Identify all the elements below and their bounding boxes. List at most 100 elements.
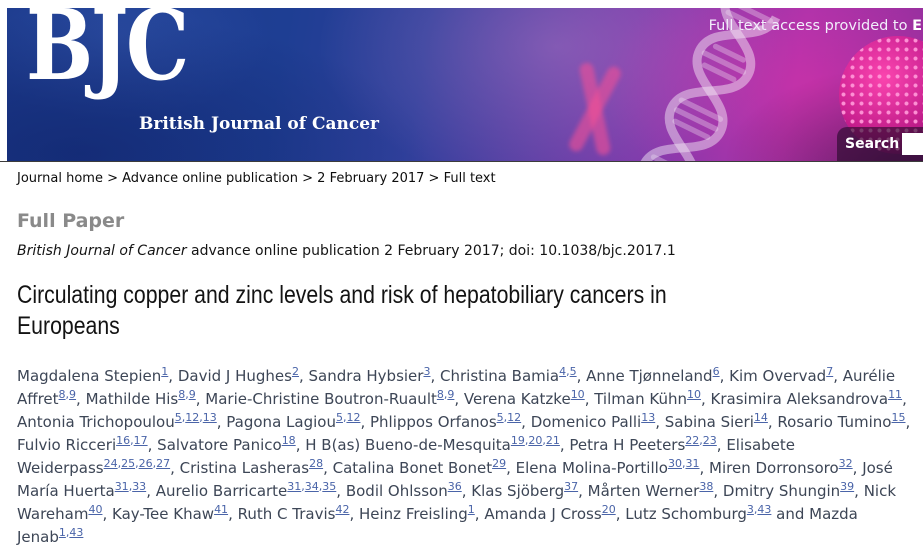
affiliation-link[interactable]: 29 [492,457,507,470]
author-name: Fulvio Ricceri [17,436,117,454]
author-name: Miren Dorronsoro [709,459,839,477]
affiliation-superscripts: 1,43 [58,526,84,539]
affiliation-link[interactable]: 1 [58,526,66,539]
affiliation-link[interactable]: 23 [702,434,717,447]
affiliation-link[interactable]: 5 [174,411,182,424]
breadcrumb-item[interactable]: 2 February 2017 [317,171,425,186]
affiliation-link[interactable]: 27 [156,457,171,470]
affiliation-link[interactable]: 15 [891,411,906,424]
search-panel: Search [837,127,923,161]
affiliation-link[interactable]: 20 [601,503,616,516]
author-name: Kay-Tee Khaw [112,505,215,523]
affiliation-link[interactable]: 25 [121,457,136,470]
affiliation-link[interactable]: 31 [685,457,700,470]
affiliation-link[interactable]: 5 [496,411,504,424]
affiliation-superscripts: 10 [571,388,585,401]
affiliation-link[interactable]: 8 [178,388,186,401]
affiliation-link[interactable]: 41 [214,503,229,516]
affiliation-link[interactable]: 7 [826,365,834,378]
affiliation-link[interactable]: 30 [667,457,682,470]
affiliation-link[interactable]: 13 [641,411,656,424]
breadcrumb-separator: > [102,171,123,186]
affiliation-link[interactable]: 12 [346,411,361,424]
affiliation-superscripts: 20 [602,503,616,516]
breadcrumb-item[interactable]: Journal home [17,171,103,186]
affiliation-link[interactable]: 43 [69,526,84,539]
affiliation-superscripts: 4,5 [559,365,577,378]
breadcrumb-separator: > [424,171,444,186]
affiliation-link[interactable]: 5 [335,411,343,424]
affiliation-link[interactable]: 10 [570,388,585,401]
affiliation-link[interactable]: 3 [746,503,754,516]
author-name: Phlippos Orfanos [370,413,497,431]
author-name: Nick Wareham [17,482,897,523]
affiliation-superscripts: 18 [282,434,296,447]
affiliation-link[interactable]: 2 [291,365,299,378]
author-name: Amanda J Cross [484,505,602,523]
search-input[interactable] [902,133,923,155]
affiliation-superscripts: 7 [826,365,833,378]
affiliation-link[interactable]: 43 [757,503,772,516]
affiliation-link[interactable]: 42 [335,503,350,516]
affiliation-link[interactable]: 8 [436,388,444,401]
affiliation-link[interactable]: 14 [753,411,768,424]
affiliation-link[interactable]: 37 [564,480,579,493]
affiliation-link[interactable]: 12 [185,411,200,424]
affiliation-link[interactable]: 24 [103,457,118,470]
affiliation-link[interactable]: 5 [569,365,577,378]
citation-line: British Journal of Cancer advance online… [17,242,923,260]
dna-helix-icon [639,8,781,161]
affiliation-superscripts: 6 [713,365,720,378]
affiliation-superscripts: 24,25,26,27 [103,457,171,470]
author-name: Tilman Kühn [594,390,687,408]
affiliation-link[interactable]: 34 [304,480,319,493]
affiliation-link[interactable]: 20 [528,434,543,447]
affiliation-superscripts: 13 [641,411,655,424]
affiliation-superscripts: 3,43 [746,503,772,516]
affiliation-link[interactable]: 40 [88,503,103,516]
affiliation-link[interactable]: 4 [559,365,567,378]
author-name: Salvatore Panico [157,436,282,454]
affiliation-link[interactable]: 3 [423,365,431,378]
affiliation-link[interactable]: 18 [281,434,296,447]
affiliation-link[interactable]: 31 [287,480,302,493]
affiliation-link[interactable]: 28 [309,457,324,470]
affiliation-link[interactable]: 21 [545,434,560,447]
affiliation-link[interactable]: 32 [838,457,853,470]
affiliation-link[interactable]: 9 [447,388,455,401]
bjc-logo[interactable]: BJC British Journal of Cancer [26,8,426,146]
affiliation-superscripts: 37 [564,480,578,493]
breadcrumb-item[interactable]: Advance online publication [122,171,298,186]
affiliation-link[interactable]: 13 [202,411,217,424]
affiliation-superscripts: 38 [699,480,713,493]
chromosome-icon [569,62,621,156]
affiliation-link[interactable]: 12 [507,411,522,424]
affiliation-superscripts: 41 [214,503,228,516]
affiliation-link[interactable]: 8 [58,388,66,401]
affiliation-link[interactable]: 11 [888,388,903,401]
affiliation-link[interactable]: 26 [138,457,153,470]
affiliation-link[interactable]: 33 [132,480,147,493]
affiliation-link[interactable]: 10 [686,388,701,401]
affiliation-link[interactable]: 36 [447,480,462,493]
affiliation-superscripts: 1 [161,365,168,378]
affiliation-link[interactable]: 9 [188,388,196,401]
affiliation-link[interactable]: 31 [114,480,129,493]
affiliation-link[interactable]: 6 [712,365,720,378]
affiliation-link[interactable]: 19 [510,434,525,447]
affiliation-superscripts: 14 [754,411,768,424]
affiliation-link[interactable]: 1 [467,503,475,516]
affiliation-link[interactable]: 17 [133,434,148,447]
affiliation-link[interactable]: 39 [840,480,855,493]
affiliation-link[interactable]: 22 [685,434,700,447]
affiliation-link[interactable]: 1 [161,365,169,378]
header-banner: BJC British Journal of Cancer Full text … [7,8,923,161]
affiliation-link[interactable]: 9 [69,388,77,401]
affiliation-superscripts: 19,20,21 [510,434,560,447]
affiliation-link[interactable]: 16 [116,434,131,447]
access-note: Full text access provided to E [709,18,922,34]
author-name: Elena Molina-Portillo [515,459,668,477]
affiliation-link[interactable]: 35 [322,480,337,493]
affiliation-link[interactable]: 38 [699,480,714,493]
access-note-institution: E [912,18,922,34]
